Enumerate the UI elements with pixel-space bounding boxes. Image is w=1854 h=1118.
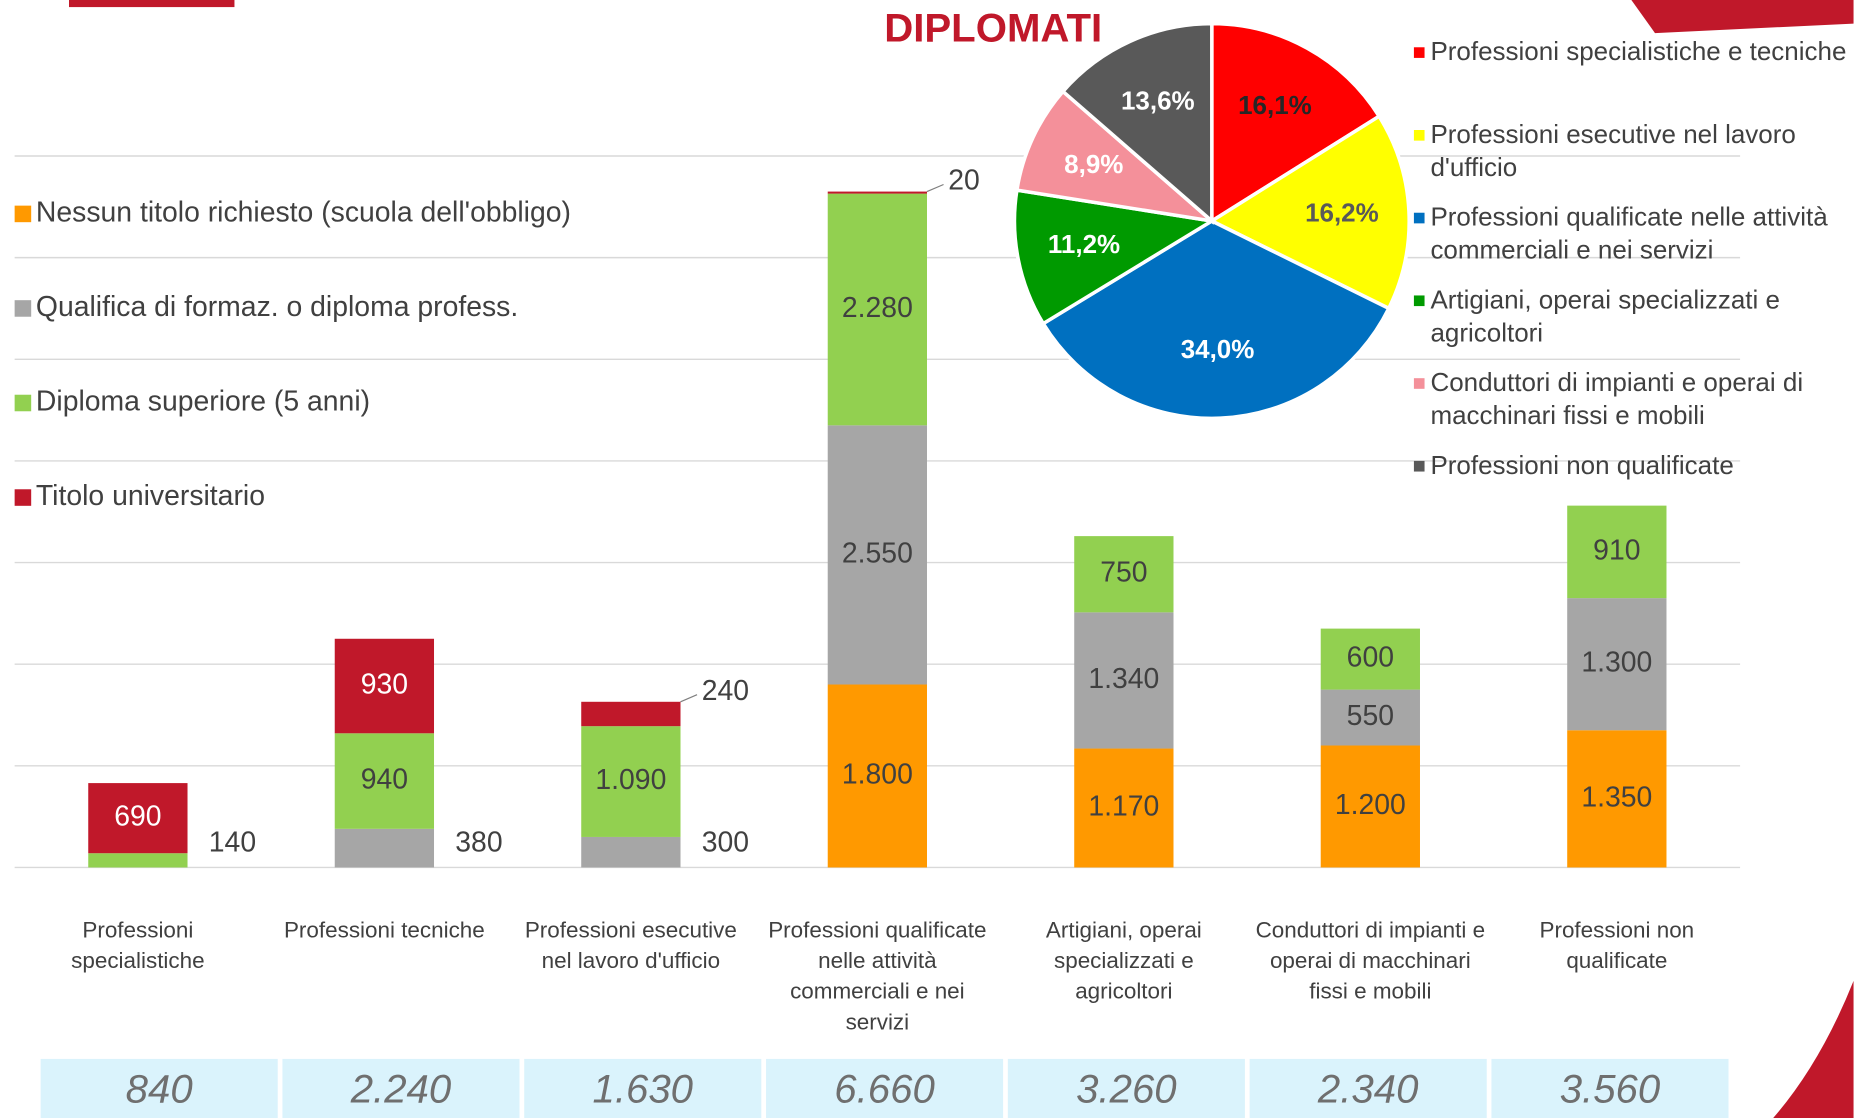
data-label: 1.090 <box>595 764 666 796</box>
pie-label: 16,1% <box>1238 90 1312 120</box>
total-label: 1.630 <box>593 1067 694 1112</box>
data-label: 550 <box>1347 700 1394 732</box>
legend-label: Diploma superiore (5 anni) <box>36 385 370 417</box>
total-label: 2.340 <box>1317 1067 1419 1112</box>
bar-segment <box>88 853 187 867</box>
total-label: 3.560 <box>1560 1067 1661 1112</box>
data-label: 940 <box>361 764 408 796</box>
total-label: 840 <box>126 1067 194 1112</box>
data-label: 300 <box>702 826 749 858</box>
pie-title: DIPLOMATI <box>884 5 1102 50</box>
data-label: 690 <box>114 801 161 833</box>
legend-label: Titolo universitario <box>36 480 265 512</box>
legend-swatch <box>15 489 32 506</box>
legend-label: Professioni non qualificate <box>1430 450 1733 480</box>
data-label: 600 <box>1347 642 1394 674</box>
data-label: 380 <box>455 826 502 858</box>
decoration <box>1773 981 1853 1118</box>
legend-label: Nessun titolo richiesto (scuola dell'obb… <box>36 196 571 228</box>
pie-label: 16,2% <box>1305 197 1379 227</box>
chart: Professionispecialistiche 140 690 Professio… <box>0 0 1854 1118</box>
pie-label: 34,0% <box>1181 334 1255 364</box>
bar-segment <box>581 837 680 867</box>
data-label: 1.350 <box>1581 781 1652 813</box>
bar-segment <box>581 702 680 726</box>
legend-swatch <box>1414 213 1425 224</box>
total-label: 6.660 <box>834 1067 935 1112</box>
data-label: 1.200 <box>1335 789 1406 821</box>
x-tick-label: Professioni tecniche <box>284 917 485 942</box>
data-label: 2.550 <box>842 537 913 569</box>
data-label: 1.300 <box>1581 647 1652 679</box>
total-label: 2.240 <box>350 1067 452 1112</box>
legend-swatch <box>15 395 32 412</box>
legend-swatch <box>1414 130 1425 141</box>
legend-swatch <box>1414 461 1425 472</box>
legend-swatch <box>15 206 32 223</box>
data-label: 240 <box>702 675 749 707</box>
data-label: 910 <box>1593 534 1640 566</box>
data-label: 1.170 <box>1088 790 1159 822</box>
legend-swatch <box>1414 295 1425 306</box>
pie-label: 11,2% <box>1048 229 1120 259</box>
decoration <box>1631 0 1853 33</box>
pie-label: 8,9% <box>1064 149 1123 179</box>
total-label: 3.260 <box>1076 1067 1177 1112</box>
data-label: 750 <box>1100 557 1147 589</box>
legend-label: Professioni specialistiche e tecniche <box>1430 36 1846 66</box>
data-label: 20 <box>948 165 980 197</box>
bar-segment <box>335 829 434 868</box>
data-label: 140 <box>209 826 256 858</box>
data-label: 1.800 <box>842 758 913 790</box>
leader-line <box>681 695 698 702</box>
legend-label: Qualifica di formaz. o diploma profess. <box>36 291 518 323</box>
bar-segment <box>828 192 927 194</box>
legend-swatch <box>15 300 32 317</box>
leader-line <box>927 184 944 191</box>
data-label: 1.340 <box>1088 663 1159 695</box>
pie-label: 13,6% <box>1121 85 1195 115</box>
data-label: 2.280 <box>842 292 913 324</box>
decoration <box>69 0 234 7</box>
legend-swatch <box>1414 378 1425 389</box>
legend-swatch <box>1414 47 1425 58</box>
data-label: 930 <box>361 669 408 701</box>
